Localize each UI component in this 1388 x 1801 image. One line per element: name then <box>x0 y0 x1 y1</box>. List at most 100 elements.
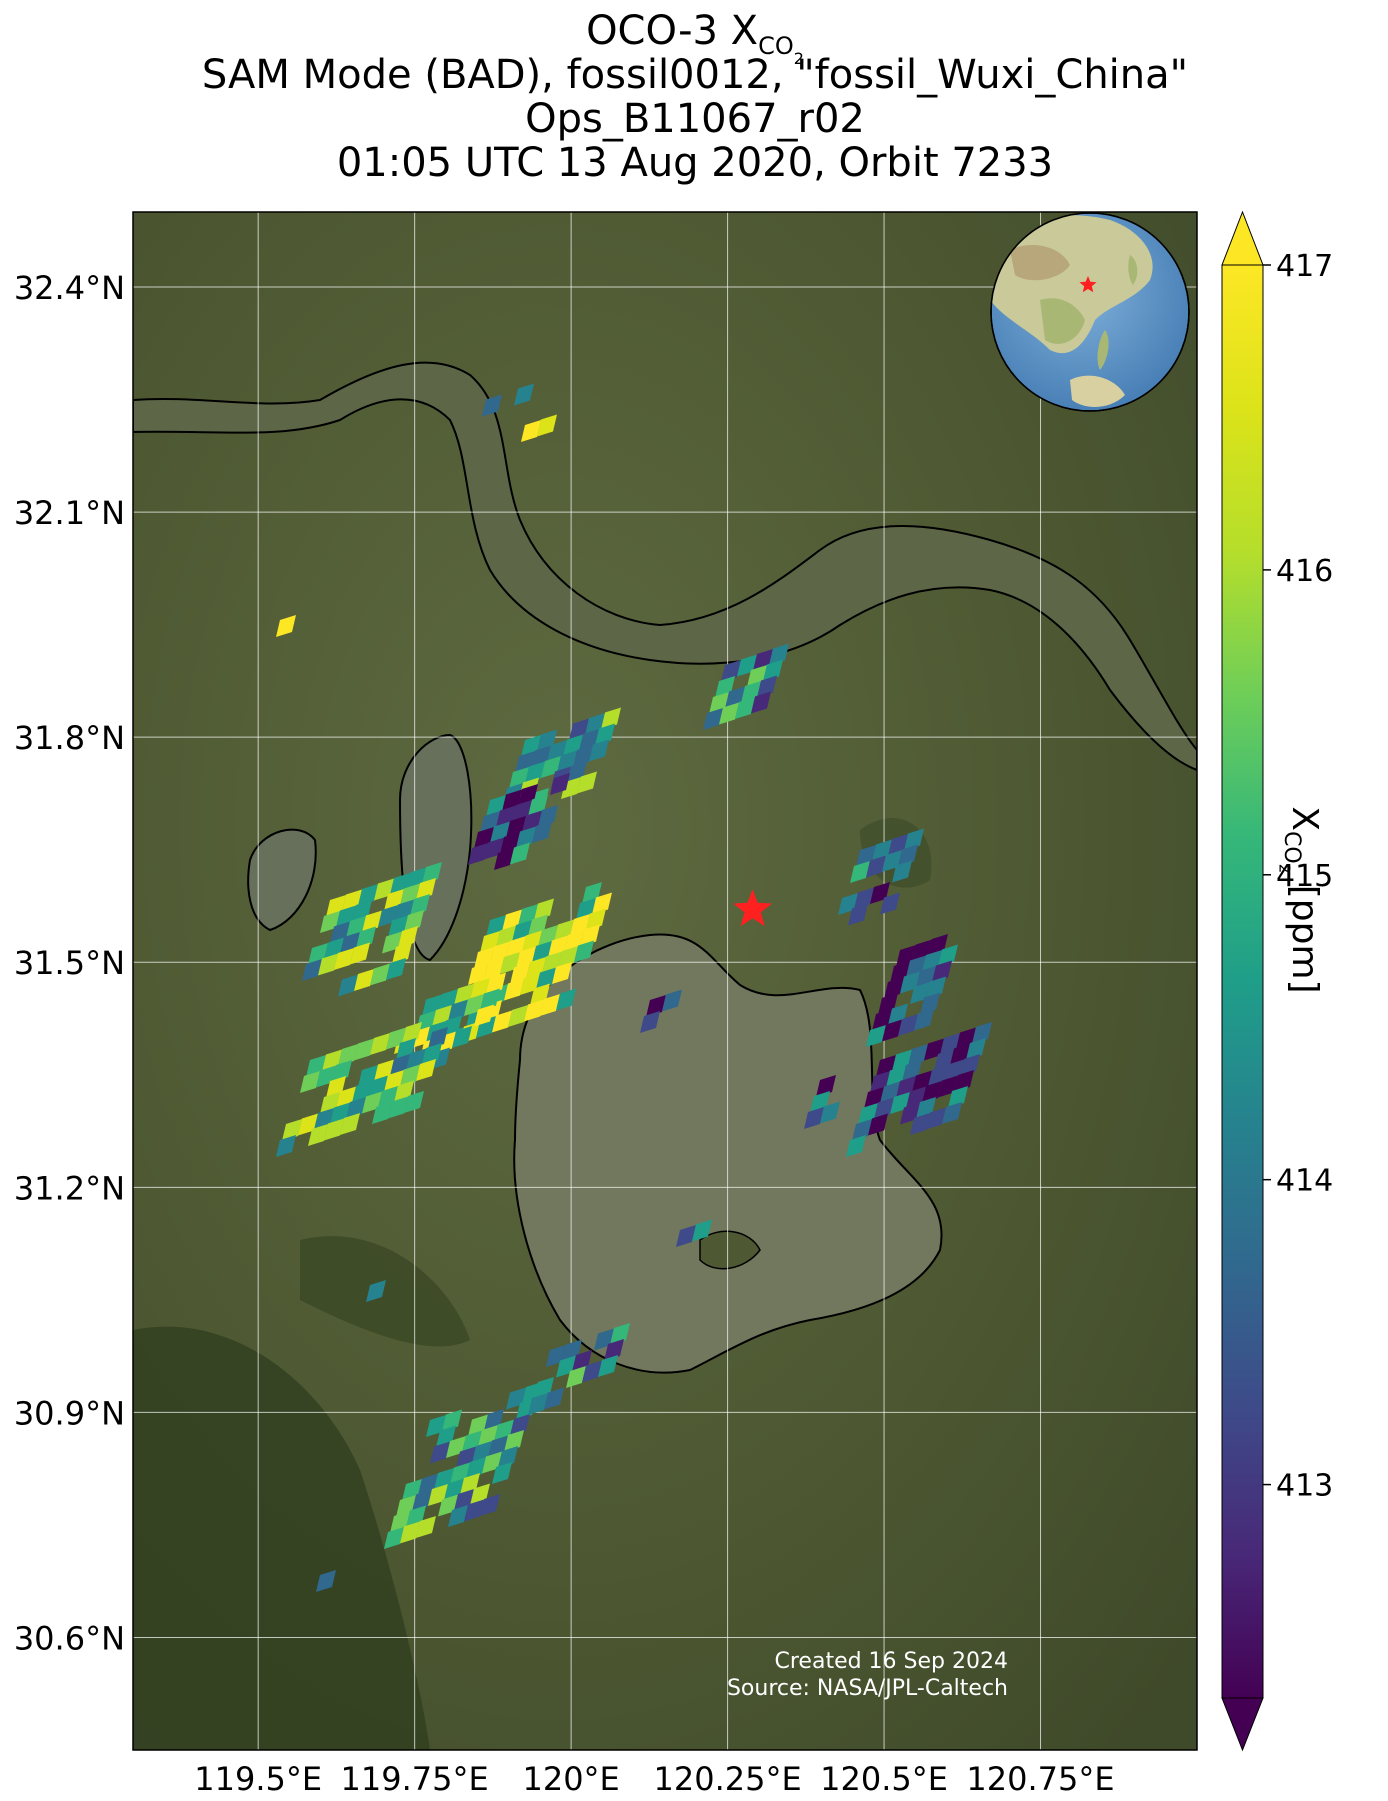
sounding-cell <box>466 1457 486 1479</box>
sounding-cell <box>904 828 924 851</box>
sounding-cell <box>932 960 952 983</box>
sounding-cell <box>874 1097 894 1120</box>
sounding-cell <box>592 892 612 915</box>
sounding-cell <box>354 969 374 991</box>
sounding-cell <box>402 1022 422 1044</box>
sounding-cell <box>524 999 544 1022</box>
sounding-cell <box>920 992 940 1015</box>
sounding-cell <box>516 826 536 849</box>
sounding-cell <box>302 959 322 981</box>
sounding-cell <box>848 903 868 926</box>
sounding-cell <box>504 978 524 1001</box>
sounding-cell <box>410 894 430 916</box>
lon-tick-label: 120.25°E <box>653 1760 801 1798</box>
sounding-cell <box>751 691 771 714</box>
sounding-cell <box>486 972 506 995</box>
sounding-cell <box>492 1462 512 1484</box>
sounding-cell <box>412 1489 432 1512</box>
sounding-cell <box>601 707 621 730</box>
sounding-cell <box>534 898 554 921</box>
sounding-cell <box>508 1005 528 1027</box>
sounding-cell <box>404 910 424 932</box>
sounding-cell <box>510 842 530 865</box>
sounding-cell <box>757 675 777 698</box>
sounding-cell <box>504 1430 524 1452</box>
sounding-cell <box>354 1038 374 1061</box>
sounding-cell <box>386 958 406 980</box>
sounding-cell <box>324 1118 344 1141</box>
sounding-cell <box>550 773 570 795</box>
sounding-cell <box>392 942 412 964</box>
sounding-cell <box>532 821 552 843</box>
sounding-cell <box>908 1044 928 1066</box>
sounding-cell <box>882 1019 902 1042</box>
colorbar-tick-label: 417 <box>1276 249 1333 284</box>
globe-australia <box>1070 375 1125 407</box>
sounding-cell <box>589 739 609 762</box>
hill-area-west <box>300 1236 470 1347</box>
sounding-cell <box>510 1414 530 1436</box>
sounding-cell <box>866 855 886 878</box>
sounding-cell <box>521 420 541 442</box>
sounding-cell <box>586 908 606 931</box>
sounding-cell <box>914 1008 934 1031</box>
sounding-cell <box>372 1102 392 1124</box>
lat-tick-label: 31.2°N <box>14 1169 125 1207</box>
sounding-cell <box>816 1075 836 1097</box>
sounding-cell <box>763 659 783 682</box>
lat-tick-label: 31.8°N <box>14 719 125 757</box>
sounding-cell <box>480 988 500 1011</box>
sounding-cell <box>422 862 442 884</box>
colorbar-extend-min <box>1221 1697 1264 1752</box>
lat-tick-label: 32.1°N <box>14 494 125 532</box>
colorbar-gradient <box>1221 264 1264 1699</box>
sounding-cell <box>362 910 382 933</box>
sounding-cell <box>370 1033 390 1055</box>
sounding-cell <box>492 1010 512 1033</box>
sounding-cell <box>566 1366 586 1388</box>
sounding-cell <box>514 383 534 406</box>
sounding-cell <box>910 1113 930 1135</box>
sounding-cell <box>898 844 918 867</box>
lon-tick-label: 119.75°E <box>341 1760 489 1798</box>
sounding-cell <box>640 1011 660 1033</box>
taihu-island <box>699 1230 761 1270</box>
sounding-cell <box>922 1081 942 1103</box>
sounding-cell <box>282 1119 302 1141</box>
sounding-cell <box>926 1107 946 1130</box>
sounding-cell <box>938 944 958 967</box>
credit-source: Source: NASA/JPL-Caltech <box>726 1676 1008 1701</box>
sounding-cell <box>498 1446 518 1468</box>
sounding-cell <box>948 1086 968 1108</box>
sounding-cell <box>552 962 572 984</box>
sounding-cell <box>448 1505 468 1527</box>
lake-west-pond <box>247 828 317 932</box>
globe-himalaya <box>1010 245 1070 281</box>
sounding-cell <box>898 1014 918 1036</box>
sounding-cell <box>538 805 558 827</box>
sounding-cell <box>356 926 376 949</box>
sounding-cell <box>646 995 666 1017</box>
sounding-cell <box>430 1441 450 1464</box>
lon-tick-label: 119.5°E <box>194 1760 322 1798</box>
sounding-cell <box>537 414 557 437</box>
sounding-cell <box>416 1516 436 1538</box>
globe-japan <box>1128 255 1138 285</box>
colorbar-tick-label: 414 <box>1276 1164 1333 1199</box>
sounding-cell <box>316 1570 336 1592</box>
sounding-cell <box>404 1091 424 1113</box>
colorbar-tick-label: 415 <box>1276 859 1333 894</box>
sounding-cell <box>544 1387 564 1410</box>
sounding-cell <box>854 887 874 910</box>
sounding-cell <box>598 1355 618 1377</box>
latitude-tick-labels: 32.4°N 32.1°N 31.8°N 31.5°N 31.2°N 30.9°N 30.6… <box>14 269 125 1657</box>
sounding-cell <box>540 994 560 1016</box>
sounding-cell <box>573 745 593 767</box>
sounding-cell <box>850 861 870 883</box>
sounding-cell <box>960 1054 980 1076</box>
sounding-cell <box>428 1027 448 1049</box>
map-frame <box>132 211 1198 1751</box>
sounding-cell <box>769 643 789 666</box>
longitude-tick-labels: 119.5°E 119.75°E 120°E 120.25°E 120.5°E 120.7… <box>194 1760 1114 1798</box>
